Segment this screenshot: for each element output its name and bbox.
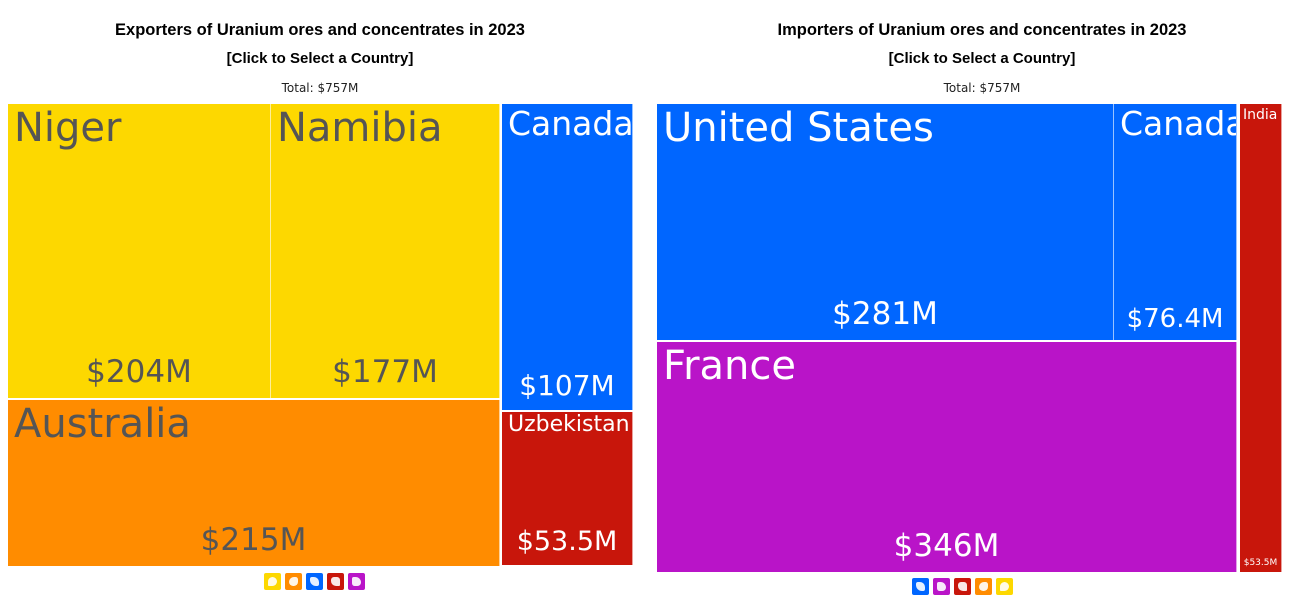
exporters-tile-niger[interactable]: Niger $204M: [8, 104, 271, 398]
exporters-tile-label-australia: Australia: [14, 401, 191, 447]
exporters-total: Total: $757M: [281, 81, 359, 95]
importers-legend-europe-icon[interactable]: [933, 578, 950, 595]
importers-legend: [912, 578, 1013, 595]
importers-tile-label-united-states: United States: [663, 105, 934, 151]
exporters-tile-value-australia: $215M: [200, 522, 307, 558]
exporters-legend-asia-icon[interactable]: [327, 573, 344, 590]
importers-title: Importers of Uranium ores and concentrat…: [777, 21, 1187, 39]
importers-tile-value-canada: $76.4M: [1126, 304, 1224, 334]
importers-total: Total: $757M: [943, 81, 1021, 95]
importers-legend-asia-icon[interactable]: [954, 578, 971, 595]
exporters-tile-value-niger: $204M: [86, 354, 192, 390]
importers-tile-canada[interactable]: Canada $76.4M: [1114, 104, 1237, 340]
exporters-legend-africa-icon[interactable]: [264, 573, 281, 590]
exporters-tile-label-niger: Niger: [14, 105, 122, 151]
exporters-subtitle[interactable]: [Click to Select a Country]: [226, 50, 414, 67]
exporters-legend-oceania-icon[interactable]: [285, 573, 302, 590]
importers-tile-label-india: India: [1243, 107, 1278, 123]
exporters-tile-value-canada: $107M: [519, 369, 615, 402]
exporters-tile-australia[interactable]: Australia $215M: [8, 400, 500, 566]
exporters-title: Exporters of Uranium ores and concentrat…: [115, 21, 525, 39]
importers-tile-india[interactable]: India $53.5M: [1240, 104, 1282, 572]
importers-subtitle[interactable]: [Click to Select a Country]: [888, 50, 1076, 67]
importers-tile-value-france: $346M: [893, 528, 1000, 564]
importers-legend-africa-icon[interactable]: [996, 578, 1013, 595]
exporters-tile-canada[interactable]: Canada $107M: [502, 104, 633, 410]
exporters-tile-label-uzbekistan: Uzbekistan: [508, 412, 630, 437]
importers-legend-oceania-icon[interactable]: [975, 578, 992, 595]
importers-tile-value-india: $53.5M: [1243, 558, 1278, 568]
importers-tile-label-france: France: [663, 343, 797, 389]
importers-tile-france[interactable]: France $346M: [657, 342, 1237, 572]
exporters-tile-label-canada: Canada: [508, 104, 633, 143]
exporters-tile-uzbekistan[interactable]: Uzbekistan $53.5M: [502, 412, 633, 565]
exporters-legend-north-america-icon[interactable]: [306, 573, 323, 590]
exporters-tile-value-uzbekistan: $53.5M: [516, 526, 618, 557]
importers-legend-north-america-icon[interactable]: [912, 578, 929, 595]
importers-tile-value-united-states: $281M: [832, 296, 938, 332]
importers-panel: Importers of Uranium ores and concentrat…: [648, 0, 1316, 605]
importers-tile-united-states[interactable]: United States $281M: [657, 104, 1114, 340]
exporters-legend-europe-icon[interactable]: [348, 573, 365, 590]
exporters-tile-value-namibia: $177M: [332, 354, 438, 390]
exporters-legend: [264, 573, 365, 590]
exporters-tile-label-namibia: Namibia: [277, 105, 443, 151]
exporters-panel: Exporters of Uranium ores and concentrat…: [0, 0, 640, 605]
exporters-tile-namibia[interactable]: Namibia $177M: [271, 104, 500, 398]
importers-tile-label-canada: Canada: [1120, 104, 1237, 143]
